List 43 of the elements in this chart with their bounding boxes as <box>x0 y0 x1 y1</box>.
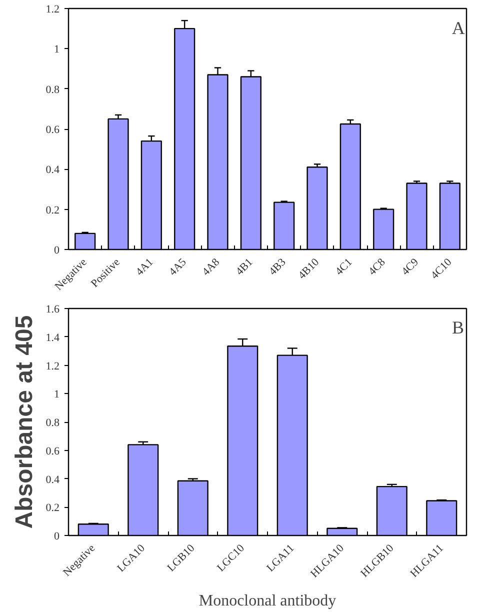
x-tick-label: 4C1 <box>333 256 355 278</box>
y-tick-label: 0.4 <box>46 164 60 176</box>
x-tick-label: 4A1 <box>134 256 156 278</box>
y-tick-label: 1.2 <box>46 4 60 16</box>
bar <box>274 202 295 250</box>
x-tick-label: 4B1 <box>234 256 256 278</box>
x-tick-label: 4C8 <box>366 256 388 278</box>
x-tick-label: 4A8 <box>200 256 222 278</box>
y-tick-label: 0.2 <box>46 502 60 514</box>
x-axis-title: Monoclonal antibody <box>198 592 336 610</box>
annotation: B <box>452 318 464 338</box>
bar <box>128 444 159 536</box>
y-tick-label: 1.2 <box>46 360 60 372</box>
bar <box>306 166 328 250</box>
bar <box>426 500 458 536</box>
bar <box>406 182 428 250</box>
bar <box>140 140 162 250</box>
y-tick-label: 1 <box>54 388 60 401</box>
bar <box>177 480 208 536</box>
bar <box>376 486 408 536</box>
bar <box>74 232 96 250</box>
bar <box>326 528 358 536</box>
y-tick-label: 0.4 <box>46 474 60 486</box>
x-tick-label: 4C9 <box>400 256 422 278</box>
y-tick-label: 0.8 <box>46 84 60 96</box>
bar <box>439 182 460 250</box>
bar <box>78 524 109 536</box>
y-tick-label: 0.8 <box>46 417 60 429</box>
y-tick-label: 1.4 <box>46 332 60 344</box>
x-tick-label: 4A5 <box>166 256 190 278</box>
x-tick-label: 4B3 <box>266 256 289 278</box>
bar <box>108 118 129 250</box>
y-tick-label: 0 <box>54 530 60 542</box>
y-tick-label: 0 <box>54 244 60 256</box>
y-tick-label: 1 <box>54 44 60 56</box>
y-tick-label: 0.6 <box>46 445 60 458</box>
y-tick-label: 0.6 <box>46 124 60 136</box>
y-axis-title: Absorbance at 405 <box>10 315 38 529</box>
annotation: A <box>452 18 465 38</box>
y-tick-label: 1.6 <box>46 304 60 316</box>
bar <box>340 123 361 250</box>
y-tick-label: 0.2 <box>46 204 60 216</box>
bar <box>373 208 394 250</box>
